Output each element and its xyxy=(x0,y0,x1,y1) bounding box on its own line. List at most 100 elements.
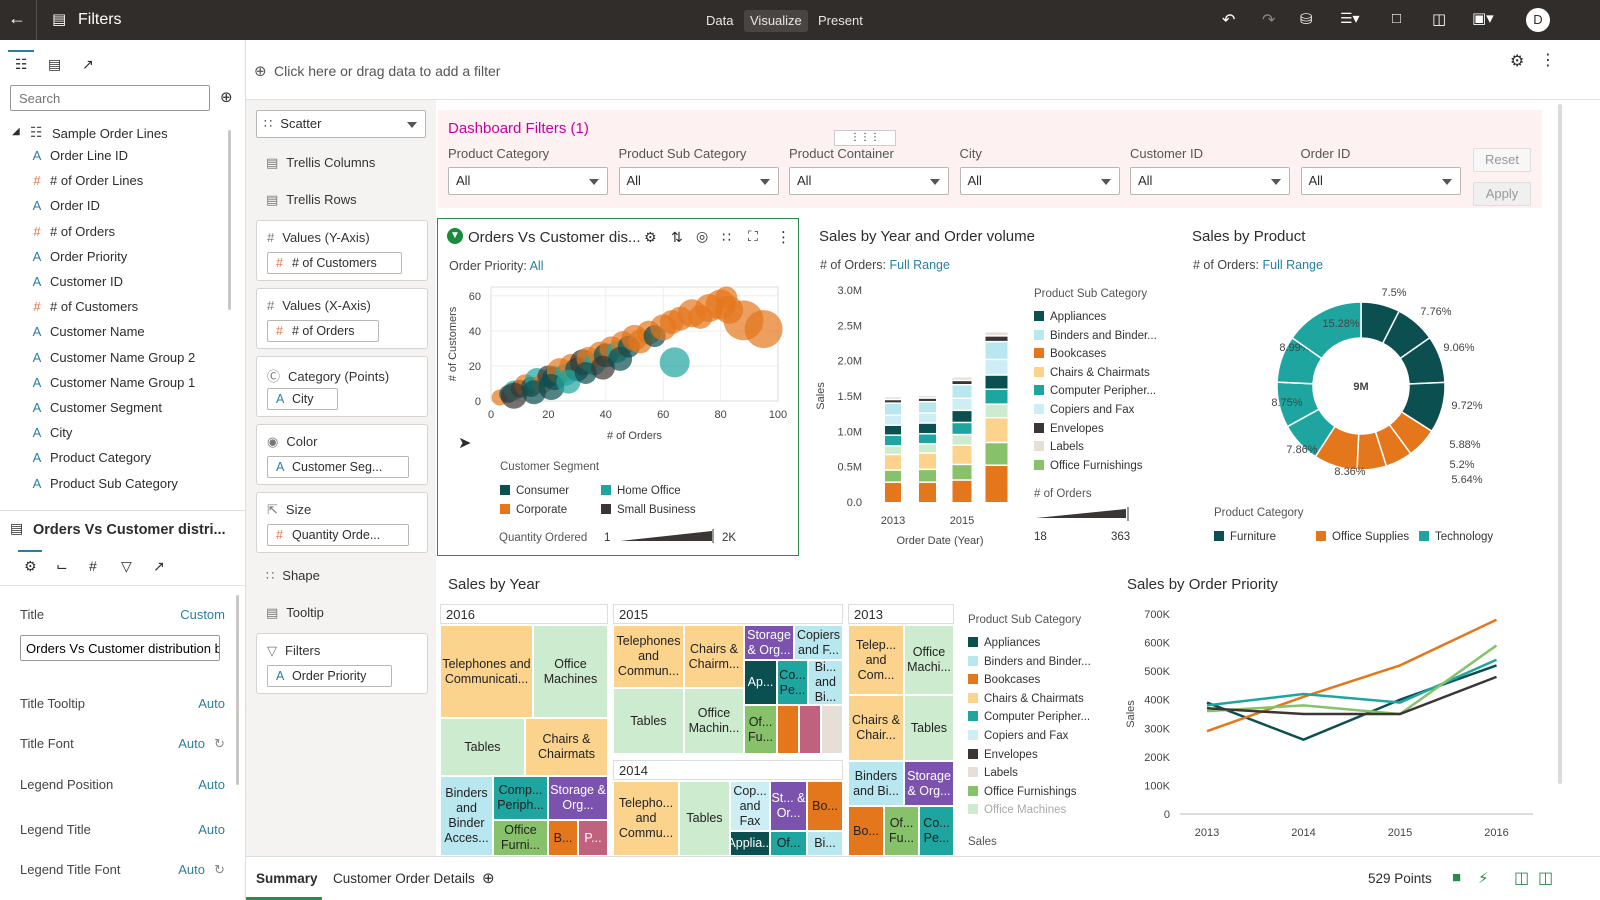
title-mode-value[interactable]: Custom xyxy=(180,607,225,622)
trellis-columns-drop[interactable]: ▤ Trellis Columns xyxy=(266,155,375,171)
refresh-data-icon[interactable]: ⛁ xyxy=(1300,11,1313,28)
auto-value[interactable]: Auto xyxy=(198,696,225,711)
field-item[interactable]: A Customer Name xyxy=(33,322,145,342)
treemap-legend-item[interactable]: Appliances xyxy=(968,637,1040,649)
treemap-tile[interactable]: Bi... xyxy=(807,831,843,856)
treemap-tile[interactable]: Ap... xyxy=(744,660,777,705)
auto-apply-icon[interactable]: ⚙ xyxy=(1510,53,1525,70)
treemap-tile[interactable]: Tables xyxy=(613,688,684,754)
more-menu-icon[interactable]: ⋮ xyxy=(776,229,791,246)
size-pill[interactable]: # Quantity Orde... xyxy=(267,524,409,546)
category-section[interactable]: Ⓒ Category (Points) A City xyxy=(256,356,428,417)
category-pill[interactable]: A City xyxy=(267,388,338,410)
auto-value[interactable]: Auto xyxy=(178,862,205,877)
apply-button[interactable]: Apply xyxy=(1473,182,1531,206)
treemap-tile[interactable]: P... xyxy=(578,820,608,856)
filter-select[interactable]: All xyxy=(448,167,608,195)
analytics-props-icon[interactable]: ↗ xyxy=(153,558,165,574)
grammar-toggle-icon[interactable]: ◫ xyxy=(1514,870,1530,887)
treemap-tile[interactable]: Bo... xyxy=(848,806,884,856)
treemap-tile[interactable]: Telephones and Communicati... xyxy=(440,625,533,718)
treemap-tile[interactable]: Cop... and Fax xyxy=(730,781,770,831)
treemap-legend-item[interactable]: Labels xyxy=(968,767,1018,779)
tooltip-drop[interactable]: ▤ Tooltip xyxy=(266,605,324,621)
visualizations-tab-icon[interactable]: ▤ xyxy=(48,56,62,72)
treemap-tile[interactable]: Storage & Org... xyxy=(744,625,794,660)
treemap-tile[interactable]: Tables xyxy=(440,718,525,776)
auto-value[interactable]: Auto xyxy=(198,777,225,792)
legend-furniture[interactable]: Furniture xyxy=(1214,531,1276,543)
general-props-icon[interactable]: ⚙ xyxy=(24,558,37,574)
chart-type-icon[interactable]: ∷ xyxy=(722,229,731,245)
axis-props-icon[interactable]: ⌙ xyxy=(56,558,68,574)
treemap-tile[interactable]: Comp... Periph... xyxy=(493,776,548,820)
treemap-tile[interactable]: Tables xyxy=(904,695,954,761)
viz-type-select[interactable]: ∷ Scatter xyxy=(256,110,426,138)
export-icon[interactable]: □ xyxy=(1392,10,1402,27)
tab-visualize[interactable]: Visualize xyxy=(744,10,808,32)
treemap-legend-item[interactable]: Computer Peripher... xyxy=(968,711,1090,723)
treemap-legend-item[interactable]: Binders and Binder... xyxy=(968,655,1091,668)
canvas-scrollbar[interactable] xyxy=(1558,104,1562,784)
treemap-tile[interactable]: Of... Fu... xyxy=(744,705,777,754)
dataset-name[interactable]: Sample Order Lines xyxy=(52,126,168,141)
field-item[interactable]: # # of Order Lines xyxy=(33,171,143,191)
treemap-legend-item[interactable]: Bookcases xyxy=(968,674,1040,686)
filter-props-icon[interactable]: ▽ xyxy=(121,558,132,574)
line-viz[interactable]: Sales by Order Priority 0 100K 200K 300K 400… xyxy=(1118,570,1548,856)
tab-customer-order-details[interactable]: Customer Order Details xyxy=(333,871,475,886)
treemap-tile[interactable] xyxy=(777,705,799,754)
reset-icon[interactable]: ↻ xyxy=(214,736,225,751)
undo-icon[interactable]: ↶ xyxy=(1222,12,1236,29)
scatter-plot[interactable]: 0 20 40 60 80 100 0 20 40 60 # of Orders # of Custo… xyxy=(438,279,798,454)
title-input[interactable] xyxy=(20,635,220,661)
legend-office-supplies[interactable]: Office Supplies xyxy=(1316,531,1409,543)
field-item[interactable]: A Order Line ID xyxy=(33,146,128,166)
treemap-tile[interactable]: Chairs & Chairmats xyxy=(525,718,608,776)
filter-bar[interactable]: ⊕ Click here or drag data to add a filte… xyxy=(246,40,1600,100)
bar-viz[interactable]: Sales by Year and Order volume # of Orde… xyxy=(810,218,1172,556)
tab-present[interactable]: Present xyxy=(818,13,863,28)
values-y-pill[interactable]: # # of Customers xyxy=(267,252,402,274)
field-item[interactable]: A Customer Segment xyxy=(33,398,162,418)
treemap-tile[interactable]: B... xyxy=(548,820,578,856)
properties-toggle-icon[interactable]: ◫ xyxy=(1538,870,1554,887)
treemap-tile[interactable]: Of... xyxy=(770,831,807,856)
scrollbar[interactable] xyxy=(228,130,231,310)
color-pill[interactable]: A Customer Seg... xyxy=(267,456,409,478)
treemap-tile[interactable]: Storage & Org... xyxy=(548,776,608,820)
drag-handle[interactable]: ⋮⋮⋮ xyxy=(834,130,896,146)
more-menu-icon[interactable]: ⋮ xyxy=(1540,52,1556,69)
stacked-bar-chart[interactable]: 0.0 0.5M 1.0M 1.5M 2.0M 2.5M 3.0M Sales 2013 2015… xyxy=(810,278,1028,553)
redo-icon[interactable]: ↷ xyxy=(1262,12,1276,29)
treemap-tile[interactable]: Co... Pe... xyxy=(777,660,808,705)
auto-value[interactable]: Auto xyxy=(178,736,205,751)
auto-apply-icon[interactable]: ⚙ xyxy=(644,229,657,245)
treemap-tile[interactable]: Storage & Org... xyxy=(904,761,954,806)
bar-legend-item[interactable]: Chairs & Chairmats xyxy=(1034,366,1150,379)
field-item[interactable]: A Order ID xyxy=(33,196,100,216)
reset-icon[interactable]: ↻ xyxy=(214,862,225,877)
field-item[interactable]: A Customer ID xyxy=(33,272,123,292)
field-item[interactable]: # # of Customers xyxy=(33,297,138,317)
treemap-tile[interactable]: Telephones and Commun... xyxy=(613,625,684,688)
treemap-tile[interactable]: Copiers and F... xyxy=(794,625,843,660)
treemap-tile[interactable]: Chairs & Chairm... xyxy=(684,625,744,688)
treemap-tile[interactable]: Office Machi... xyxy=(904,625,954,695)
line-chart[interactable]: 0 100K 200K 300K 400K 500K 600K 700K Sales 2013 20… xyxy=(1118,600,1538,856)
treemap-legend-item[interactable]: Office Furnishings xyxy=(968,785,1076,798)
filter-select[interactable]: All xyxy=(959,167,1120,195)
size-section[interactable]: ⇱ Size # Quantity Orde... xyxy=(256,492,428,553)
color-section[interactable]: ◉ Color A Customer Seg... xyxy=(256,424,428,485)
treemap-tile[interactable]: Tables xyxy=(679,781,730,856)
treemap-legend-item[interactable]: Copiers and Fax xyxy=(968,730,1068,742)
treemap-tile[interactable]: St... & Or... xyxy=(770,781,807,831)
treemap-tile[interactable]: Applia... xyxy=(730,831,770,856)
treemap-tile[interactable]: Co... Pe... xyxy=(919,806,954,856)
treemap-legend-item[interactable]: Envelopes xyxy=(968,748,1038,761)
add-data-icon[interactable]: ⊕ xyxy=(220,89,233,106)
treemap-tile[interactable] xyxy=(799,705,821,754)
treemap-tile[interactable]: Binders and Bi... xyxy=(848,761,904,806)
values-y-section[interactable]: # Values (Y-Axis) # # of Customers xyxy=(256,220,428,281)
treemap-legend-item[interactable]: Office Machines xyxy=(968,804,1066,816)
